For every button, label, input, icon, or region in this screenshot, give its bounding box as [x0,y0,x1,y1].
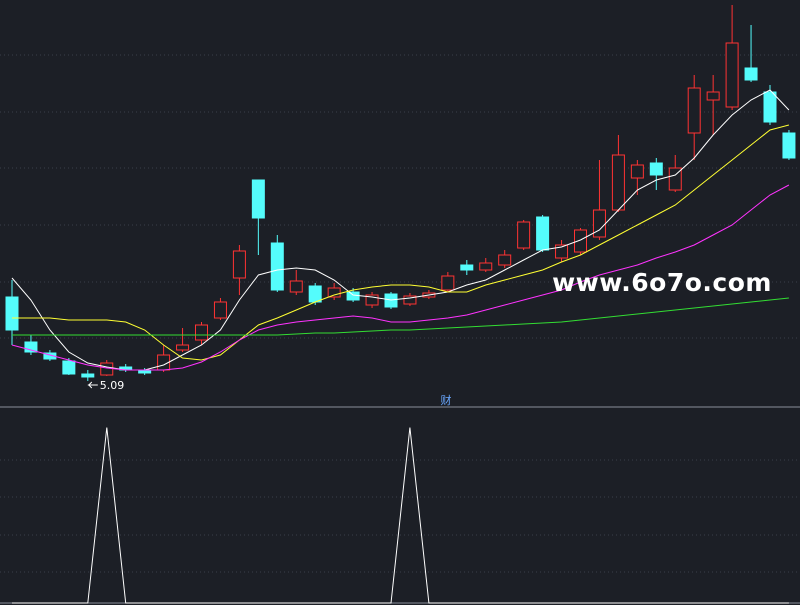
grid [0,54,800,573]
candle-body [5,296,19,331]
candle-body [441,275,455,291]
candle-body [24,341,38,353]
candle-body [649,162,663,176]
candle-body [403,295,417,305]
watermark: www.6o7o.com [552,268,772,297]
candle-body [100,362,114,376]
candle-body [232,250,246,279]
candle-body [763,91,777,123]
candle-body [668,167,682,191]
candle-body [630,164,644,179]
candle-body [706,91,720,101]
candle-body [744,67,758,81]
candle-body [611,154,625,211]
candle-body [327,287,341,298]
candle-body [81,373,95,378]
candle-body [498,254,512,266]
candle-body [346,291,360,301]
candle-body [725,42,739,108]
candle-body [308,285,322,303]
candle-body [270,242,284,291]
indicator-line [11,184,790,371]
candle-body [43,352,57,360]
candle-body [517,221,531,249]
candle-body [213,301,227,319]
candle-body [62,360,76,375]
indicator-line [11,89,790,371]
annotation: 财 [441,393,452,407]
candle-body [574,229,587,253]
low-pointer-head [88,381,93,389]
candle-body [479,262,493,271]
candle-body [289,280,303,293]
candle-body [687,87,701,134]
candle-body [195,324,208,341]
indicator-line [12,297,789,336]
candle-body [555,244,569,259]
indicator-line [12,427,789,604]
candle-body [251,179,265,219]
candle-body [592,209,606,238]
low-label: 5.09 [100,379,125,392]
indicator-line [12,124,790,361]
candle-body [782,132,796,159]
candle-body [536,216,550,251]
candle-body [460,264,474,271]
candle-body [365,294,379,306]
candle-body [176,344,190,351]
